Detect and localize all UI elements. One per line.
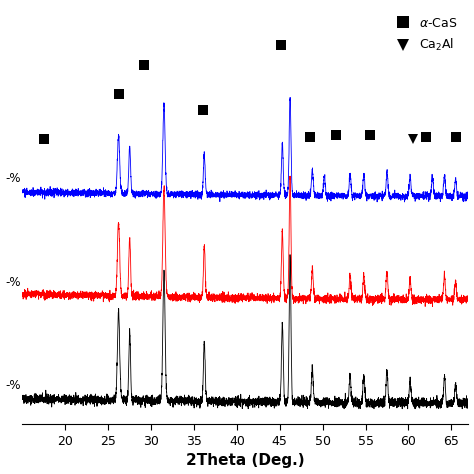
Text: -%: -% [5, 276, 21, 289]
Text: -%: -% [5, 172, 21, 185]
Legend: $\alpha$-CaS, Ca$_2$Al: $\alpha$-CaS, Ca$_2$Al [385, 12, 462, 58]
X-axis label: 2Theta (Deg.): 2Theta (Deg.) [186, 454, 305, 468]
Text: -%: -% [5, 379, 21, 392]
